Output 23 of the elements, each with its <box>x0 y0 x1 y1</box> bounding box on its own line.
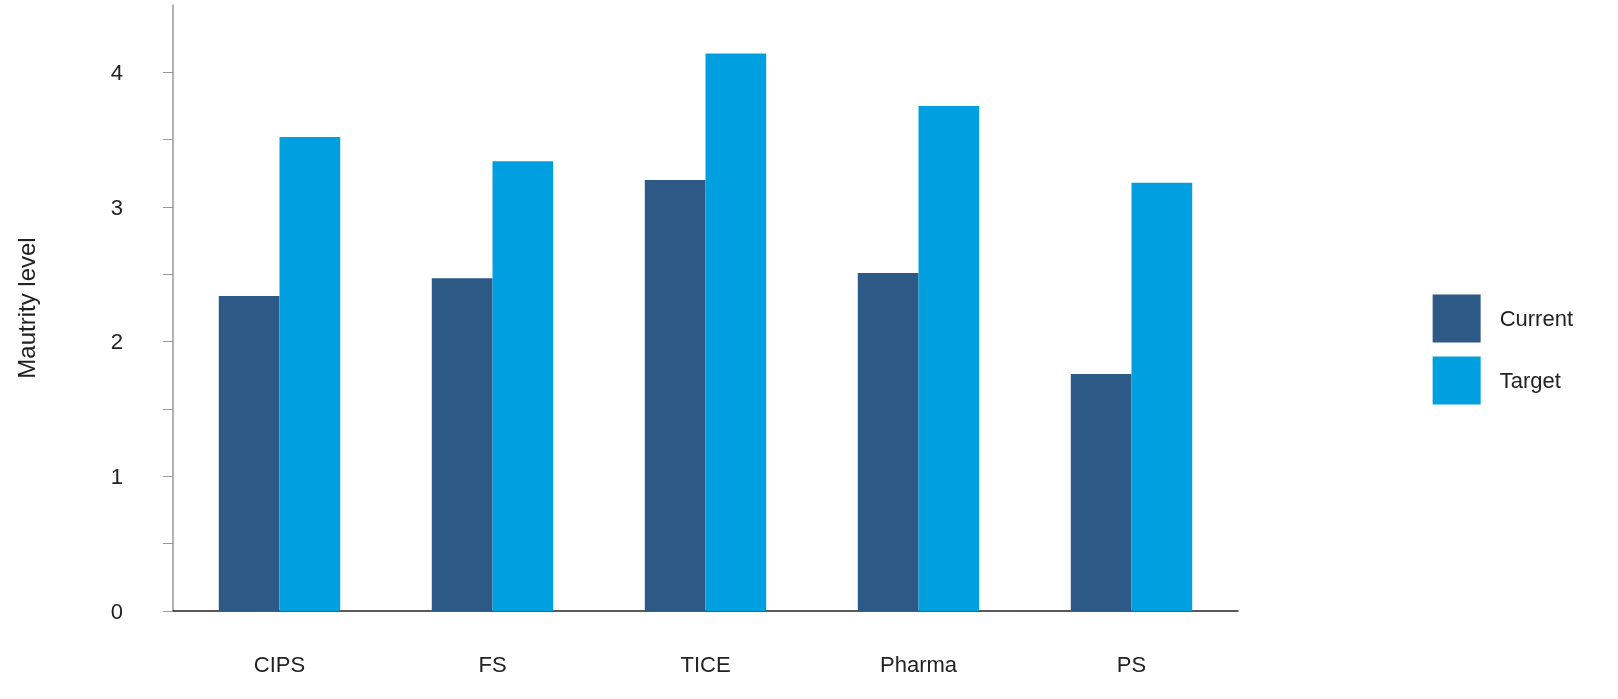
x-tick-label: PS <box>1116 651 1147 677</box>
y-tick-label: 3 <box>110 194 123 220</box>
x-tick-label: CIPS <box>253 651 306 677</box>
y-tick-label: 4 <box>110 59 123 85</box>
y-axis-title: Mautrity level <box>12 237 40 379</box>
bar <box>218 295 280 611</box>
legend-label: Current <box>1499 306 1573 331</box>
bar <box>492 161 554 611</box>
bar <box>918 106 980 611</box>
bar <box>705 53 767 611</box>
y-tick-label: 0 <box>110 598 123 624</box>
bar <box>1131 182 1193 611</box>
bar <box>857 272 919 611</box>
x-tick-label: FS <box>478 651 507 677</box>
bar <box>431 278 493 611</box>
y-tick-label: 1 <box>110 463 123 489</box>
bar <box>279 136 341 611</box>
y-tick-label: 2 <box>110 329 123 355</box>
bar <box>644 180 706 611</box>
legend-label: Target <box>1499 368 1561 393</box>
x-tick-label: TICE <box>680 651 731 677</box>
bar <box>1070 373 1132 611</box>
x-tick-label: Pharma <box>879 651 958 677</box>
